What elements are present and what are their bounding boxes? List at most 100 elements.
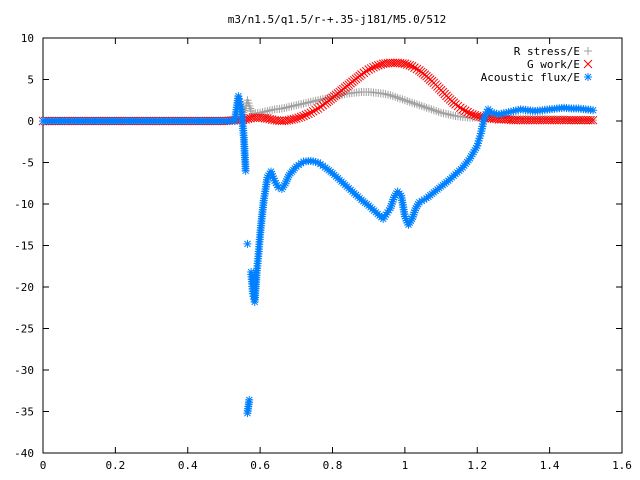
legend-label: G work/E <box>527 58 580 71</box>
data-point-fill <box>472 143 481 152</box>
data-point-fill <box>479 115 488 124</box>
data-point <box>306 108 316 118</box>
data-point-fill <box>514 105 523 114</box>
legend-label: R stress/E <box>514 45 580 58</box>
data-point-fill <box>383 208 392 217</box>
data-point-fill <box>316 102 325 112</box>
data-point <box>281 179 290 188</box>
data-point-fill <box>309 157 318 166</box>
data-point-fill <box>511 106 520 115</box>
data-point-fill <box>507 107 516 116</box>
x-tick-label: 0.2 <box>105 459 125 472</box>
data-point-fill <box>316 160 325 169</box>
data-point-fill <box>417 196 426 205</box>
y-tick-label: -35 <box>14 406 34 419</box>
data-point-fill <box>301 110 311 120</box>
data-point-fill <box>382 210 391 219</box>
data-point-fill <box>456 103 465 113</box>
data-point <box>270 176 279 185</box>
data-point-fill <box>414 200 423 209</box>
data-point-fill <box>271 178 280 187</box>
data-point <box>415 198 424 207</box>
data-point <box>473 141 482 150</box>
data-point-fill <box>284 173 293 182</box>
data-point-fill <box>402 60 412 69</box>
data-point-fill <box>453 101 463 111</box>
data-point-fill <box>264 171 273 180</box>
data-point <box>400 59 410 69</box>
data-point-fill <box>492 109 501 118</box>
data-point-fill <box>387 201 396 210</box>
data-point-fill <box>470 110 480 120</box>
data-point-fill <box>235 97 244 106</box>
data-point-fill <box>311 105 320 115</box>
data-point <box>509 107 518 116</box>
data-point-fill <box>380 212 389 221</box>
data-point-fill <box>387 199 396 208</box>
data-point <box>266 167 275 176</box>
data-point <box>480 112 489 121</box>
data-point-fill <box>497 109 506 118</box>
data-point <box>274 183 283 192</box>
data-point-fill <box>267 169 276 178</box>
data-point-fill <box>477 127 486 136</box>
data-point-fill <box>490 109 499 118</box>
data-point <box>306 156 315 165</box>
data-point-fill <box>391 191 400 200</box>
data-point-fill <box>269 174 278 183</box>
data-point-fill <box>410 208 419 217</box>
data-point <box>400 212 409 221</box>
data-point-fill <box>586 115 595 125</box>
y-tick-label: 0 <box>27 115 34 128</box>
data-point-fill <box>359 68 369 78</box>
data-point <box>487 108 496 117</box>
data-point-fill <box>412 64 422 74</box>
data-point-fill <box>366 64 376 73</box>
data-point-fill <box>388 197 397 206</box>
data-point <box>379 214 388 223</box>
x-tick-label: 1 <box>402 459 409 472</box>
data-point-fill <box>467 152 476 161</box>
data-point <box>364 65 374 74</box>
data-point-fill <box>280 181 289 190</box>
data-point-fill <box>304 109 313 119</box>
data-point-fill <box>361 66 371 76</box>
data-point <box>404 220 413 229</box>
data-point <box>292 162 301 171</box>
data-point <box>451 100 460 109</box>
data-point-fill <box>406 216 415 225</box>
data-point-fill <box>405 218 414 227</box>
x-tick-label: 0.4 <box>178 459 198 472</box>
data-point-fill <box>468 150 477 159</box>
data-point-fill <box>409 210 418 219</box>
data-point-fill <box>460 106 470 116</box>
data-point-fill <box>311 157 320 166</box>
data-point <box>243 239 252 248</box>
data-point-fill <box>294 113 304 123</box>
data-point-fill <box>402 216 411 225</box>
data-point <box>494 110 503 119</box>
data-point-fill <box>410 63 419 72</box>
x-tick-label: 0 <box>40 459 47 472</box>
data-point-fill <box>373 61 383 70</box>
data-point-fill <box>389 195 398 204</box>
data-point-fill <box>499 109 508 118</box>
x-tick-label: 0.6 <box>250 459 270 472</box>
data-point-fill <box>420 195 429 204</box>
data-point-fill <box>369 62 378 72</box>
data-point <box>241 166 250 175</box>
y-tick-label: -20 <box>14 281 34 294</box>
data-point-fill <box>463 107 472 117</box>
data-point-fill <box>289 114 299 124</box>
data-point-fill <box>469 148 478 157</box>
y-tick-label: -40 <box>14 447 34 460</box>
data-point <box>299 111 308 121</box>
legend-marker <box>584 73 592 81</box>
x-tick-label: 1.4 <box>540 459 560 472</box>
y-tick-label: -5 <box>21 157 34 170</box>
y-axis: 10 5 0 -5 -10 -15 -20 -25 -30 -35 -40 <box>14 32 622 460</box>
data-point-fill <box>318 161 327 170</box>
data-point <box>263 173 272 182</box>
legend-marker <box>584 47 592 55</box>
